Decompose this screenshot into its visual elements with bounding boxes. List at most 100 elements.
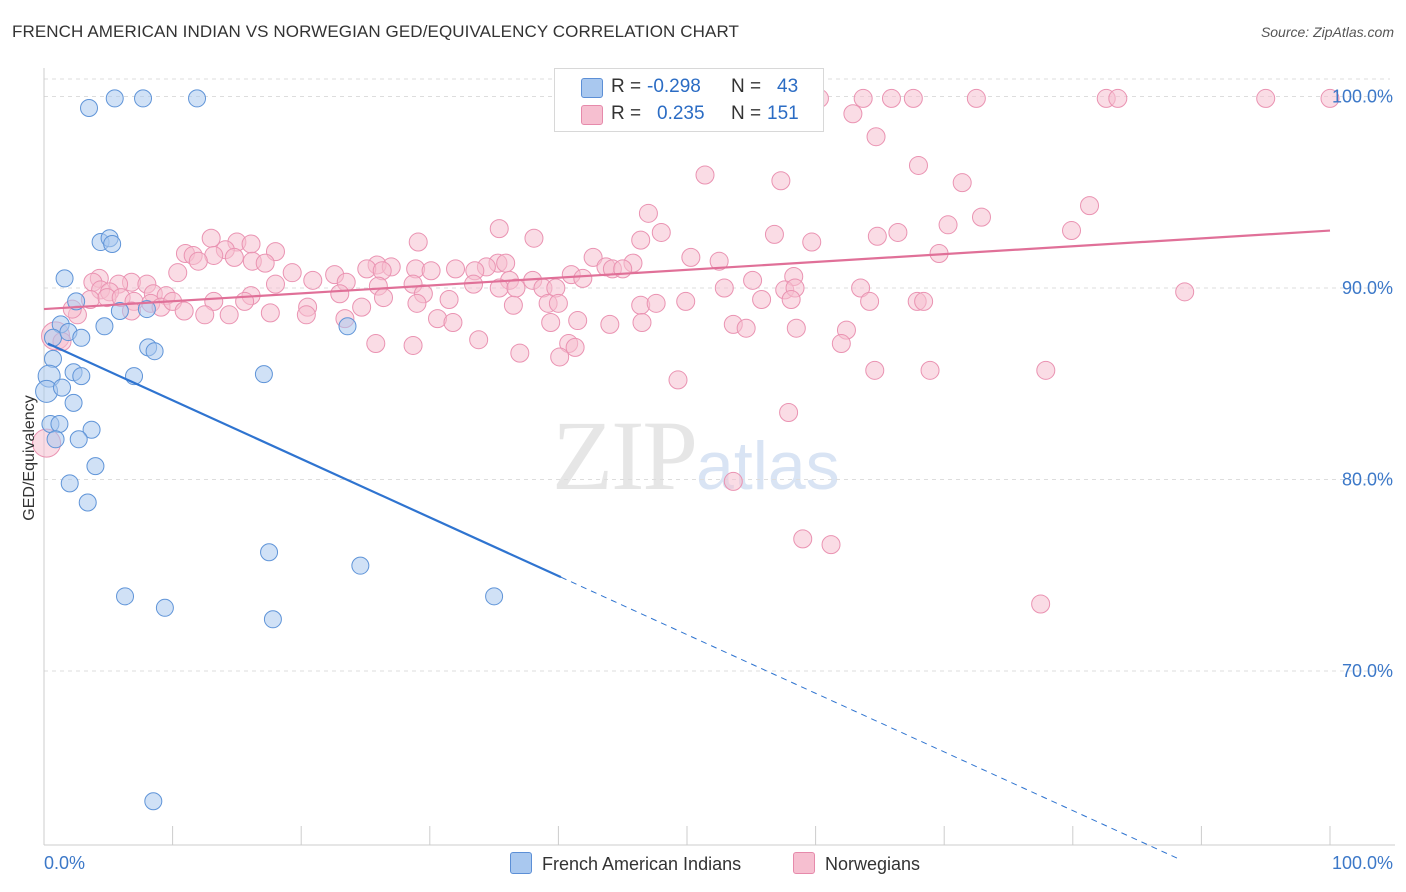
norwegians-point: [723, 471, 743, 491]
norwegians-point: [779, 402, 799, 422]
norwegians-point: [496, 253, 516, 273]
legend-n-label: N =: [731, 103, 762, 124]
norwegians-point: [446, 259, 466, 279]
norwegians-point: [330, 284, 350, 304]
norwegians-point: [443, 312, 463, 332]
norwegians-point: [204, 291, 224, 311]
legend-swatch-pink: [793, 852, 815, 874]
watermark-atlas: atlas: [696, 428, 840, 504]
grid-lines: [44, 78, 1390, 672]
french-american-indians-point: [188, 89, 207, 108]
norwegians-point: [714, 278, 734, 298]
norwegians-point: [786, 318, 806, 338]
norwegians-point: [843, 104, 863, 124]
norwegians-point: [860, 291, 880, 311]
legend-r-label: R =: [611, 76, 642, 97]
legend-label: Norwegians: [825, 854, 921, 874]
norwegians-point: [752, 289, 772, 309]
norwegians-point: [971, 207, 991, 227]
french-american-indians-point: [55, 269, 74, 288]
norwegians-point: [469, 330, 489, 350]
french-american-indians-point: [116, 587, 135, 606]
stats-legend: R = -0.298 N = 43 R = 0.235 N = 151: [554, 68, 824, 132]
french-american-indians-point: [64, 393, 83, 412]
norwegians-point: [235, 291, 255, 311]
french-american-indians-point: [78, 493, 97, 512]
norwegians-point: [771, 171, 791, 191]
norwegians-point: [881, 88, 901, 108]
french-american-indians-point: [137, 300, 156, 319]
norwegians-point: [646, 293, 666, 313]
norwegians-point: [510, 343, 530, 363]
legend-label: French American Indians: [542, 854, 742, 874]
source-label: Source: ZipAtlas.com: [1260, 24, 1394, 40]
norwegians-point: [888, 222, 908, 242]
chart-title: FRENCH AMERICAN INDIAN VS NORWEGIAN GED/…: [12, 22, 739, 41]
norwegians-point: [524, 228, 544, 248]
x-tick-label: 0.0%: [44, 853, 85, 873]
norwegians-point: [174, 301, 194, 321]
y-tick-label: 80.0%: [1342, 470, 1393, 490]
norwegians-point: [600, 314, 620, 334]
norwegians-point: [831, 334, 851, 354]
norwegians-point: [851, 278, 871, 298]
y-tick-label: 70.0%: [1342, 661, 1393, 681]
norwegians-point: [282, 263, 302, 283]
norwegians-point: [224, 247, 244, 267]
norwegians-point: [374, 288, 394, 308]
y-axis-label: GED/Equivalency: [21, 395, 38, 520]
norwegians-point: [168, 263, 188, 283]
norwegians-point: [265, 274, 285, 294]
norwegians-point: [1031, 594, 1051, 614]
legend-n-value: 43: [777, 76, 799, 97]
norwegians-point: [676, 291, 696, 311]
norwegians-point: [638, 203, 658, 223]
french-american-indians-point: [60, 474, 79, 493]
french-american-indians-point: [263, 610, 282, 629]
french-american-indians-point: [105, 89, 124, 108]
norwegians-point: [866, 127, 886, 147]
french-american-indians-trend-line: [47, 342, 562, 579]
french-american-indians-points: [35, 89, 504, 811]
y-tick-label: 90.0%: [1342, 278, 1393, 298]
norwegians-point: [914, 291, 934, 311]
norwegians-point: [489, 219, 509, 239]
french-american-indians-point: [338, 317, 357, 336]
legend-n-label: N =: [731, 76, 762, 97]
norwegians-point: [821, 535, 841, 555]
french-american-indians-point: [485, 587, 504, 606]
norwegians-point: [793, 529, 813, 549]
legend-swatch-blue: [510, 852, 532, 874]
norwegians-point: [1080, 196, 1100, 216]
norwegians-point: [548, 293, 568, 313]
norwegians-point: [764, 224, 784, 244]
norwegians-point: [439, 289, 459, 309]
french-american-indians-point: [145, 342, 164, 361]
norwegians-point: [681, 247, 701, 267]
norwegians-point: [867, 226, 887, 246]
norwegians-point: [952, 173, 972, 193]
norwegians-point: [541, 312, 561, 332]
norwegians-point: [583, 247, 603, 267]
legend-r-value: 0.235: [657, 103, 705, 124]
french-american-indians-point: [82, 420, 101, 439]
norwegians-trend-line: [43, 229, 1331, 311]
norwegians-point: [865, 360, 885, 380]
norwegians-point: [853, 88, 873, 108]
norwegians-point: [296, 305, 316, 325]
norwegians-point: [219, 305, 239, 325]
axes: [43, 68, 1395, 846]
norwegians-point: [781, 289, 801, 309]
french-american-indians-point: [80, 98, 99, 117]
norwegians-point: [668, 370, 688, 390]
legend-item-norwegians: Norwegians: [793, 852, 920, 875]
french-american-indians-point: [53, 378, 72, 397]
french-american-indians-point: [134, 89, 153, 108]
norwegians-point: [966, 88, 986, 108]
norwegians-point: [651, 222, 671, 242]
norwegians-point: [366, 334, 386, 354]
norwegians-point: [1256, 88, 1276, 108]
french-american-indians-trend-extension: [560, 576, 1179, 860]
norwegians-points: [32, 88, 1340, 614]
